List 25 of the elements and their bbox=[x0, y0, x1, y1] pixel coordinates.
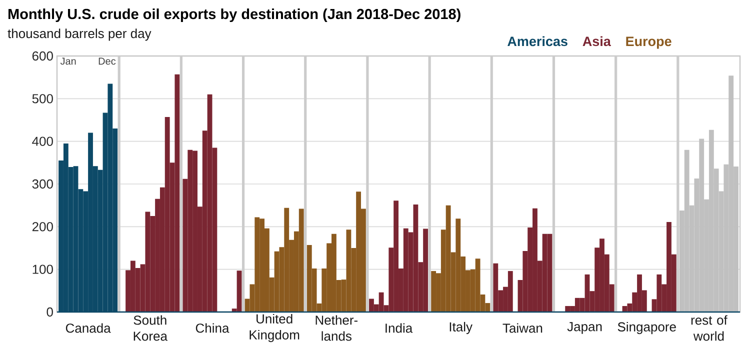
x-tick-label: Italy bbox=[450, 322, 472, 334]
annotation: Jan bbox=[60, 58, 76, 65]
y-tick-label: 100 bbox=[32, 264, 53, 274]
text: Americas bbox=[508, 36, 568, 46]
y-tick-label: 300 bbox=[32, 179, 53, 189]
x-tick-label: South Korea bbox=[134, 315, 168, 341]
chart-title: Monthly U.S. crude oil exports by destination (Jan 2018-Dec 2018) bbox=[8, 8, 460, 22]
y-tick-label: 500 bbox=[32, 94, 53, 104]
x-tick-label: Japan bbox=[567, 322, 602, 334]
y-axis-title: thousand barrels per day bbox=[8, 28, 152, 41]
x-tick-label: Nether-lands bbox=[316, 315, 358, 341]
x-tick-label: United Kingdom bbox=[250, 314, 300, 342]
annotation: Dec bbox=[98, 58, 116, 65]
x-tick-label: Singapore bbox=[618, 322, 676, 334]
x-tick-label: India bbox=[386, 323, 413, 333]
x-tick-label: rest of world bbox=[691, 315, 728, 341]
x-tick-label: Canada bbox=[66, 323, 111, 333]
text: Europe bbox=[626, 36, 672, 49]
y-tick-label: 0 bbox=[46, 307, 53, 317]
x-tick-label: China bbox=[196, 323, 230, 333]
y-tick-label: 400 bbox=[32, 136, 53, 146]
x-tick-label: Taiwan bbox=[502, 323, 542, 333]
y-tick-label: 600 bbox=[32, 51, 53, 61]
text: Asia bbox=[582, 36, 611, 46]
y-tick-label: 200 bbox=[32, 222, 53, 232]
